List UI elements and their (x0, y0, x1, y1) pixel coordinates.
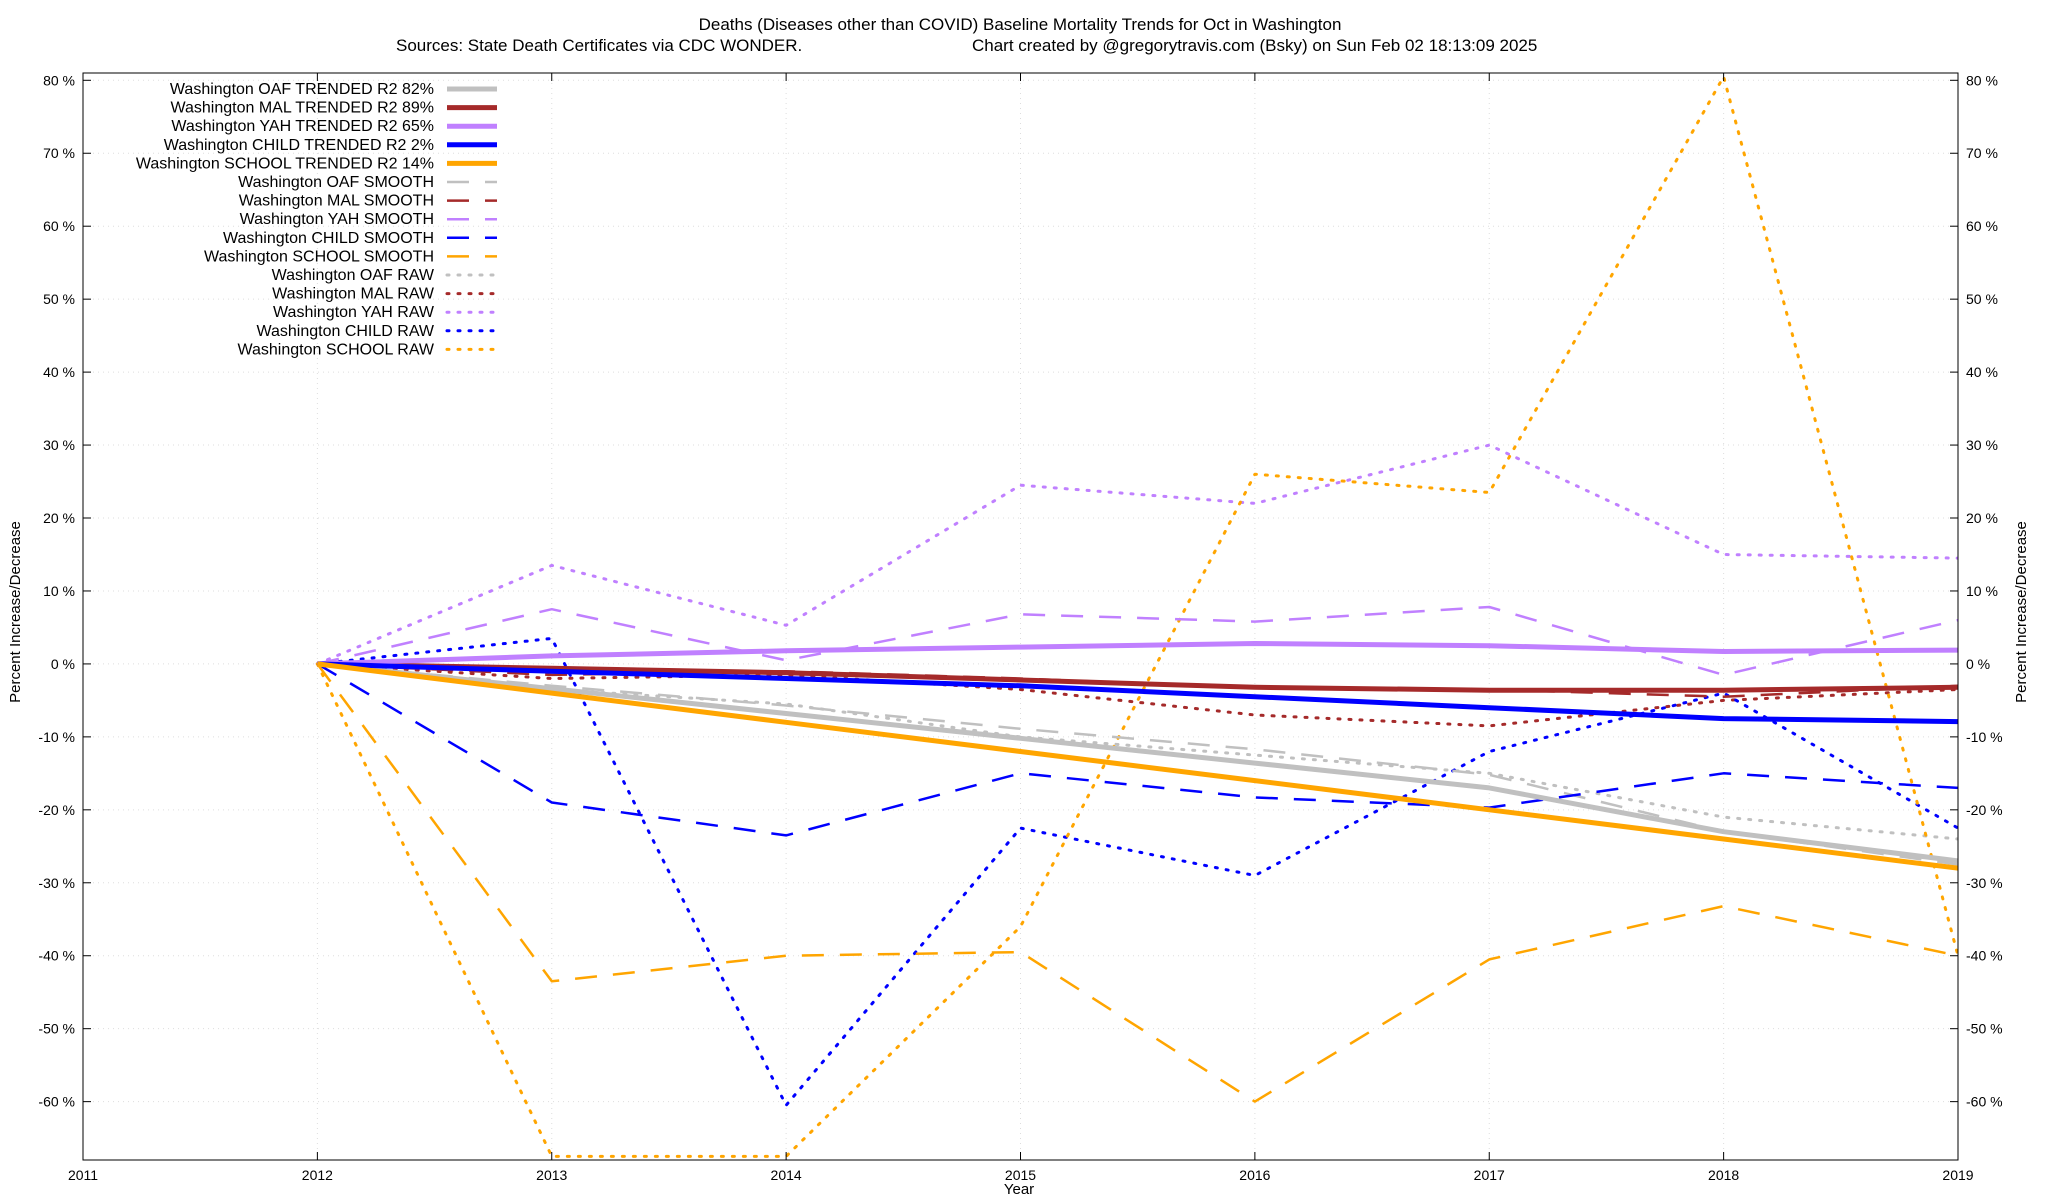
x-tick-label: 2018 (1708, 1167, 1739, 1183)
x-tick-label: 2017 (1474, 1167, 1505, 1183)
series-line-11 (315, 662, 1958, 728)
series-line-7 (317, 605, 1958, 677)
legend-label: Washington CHILD SMOOTH (223, 230, 434, 247)
series-line-3 (317, 661, 1958, 725)
y-tick-label-right: 50 % (1966, 291, 1998, 307)
legend-label: Washington SCHOOL RAW (238, 341, 435, 358)
legend-label: Washington YAH TRENDED R2 65% (171, 118, 434, 135)
chart-title: Deaths (Diseases other than COVID) Basel… (699, 15, 1342, 34)
series-line-4 (317, 661, 1958, 871)
legend-label: Washington OAF RAW (272, 267, 435, 284)
legend-label: Washington OAF TRENDED R2 82% (170, 81, 434, 98)
y-tick-label-right: -40 % (1966, 948, 2003, 964)
x-tick-label: 2019 (1942, 1167, 1973, 1183)
y-tick-label-right: 70 % (1966, 145, 1998, 161)
y-tick-label-left: -40 % (38, 948, 75, 964)
chart-subtitle-sources: Sources: State Death Certificates via CD… (396, 36, 802, 55)
y-tick-label-left: 0 % (51, 656, 75, 672)
legend-label: Washington CHILD TRENDED R2 2% (164, 137, 434, 154)
legend: Washington OAF TRENDED R2 82% Washington … (136, 81, 499, 358)
y-tick-label-right: 80 % (1966, 72, 1998, 88)
y-tick-label-left: 50 % (43, 291, 75, 307)
x-tick-label: 2015 (1005, 1167, 1036, 1183)
y-tick-label-left: 70 % (43, 145, 75, 161)
y-axis-title-right: Percent Increase/Decrease (2013, 521, 2030, 703)
series-line-14 (315, 75, 1958, 1158)
y-axis-title-left: Percent Increase/Decrease (7, 521, 24, 703)
legend-label: Washington OAF SMOOTH (238, 174, 434, 191)
legend-label: Washington YAH SMOOTH (240, 211, 434, 228)
y-tick-label-left: 10 % (43, 583, 75, 599)
y-tick-label-right: 40 % (1966, 364, 1998, 380)
x-tick-label: 2016 (1239, 1167, 1270, 1183)
series-line-13 (315, 636, 1958, 1107)
series-layer (315, 75, 1958, 1158)
y-tick-label-left: 40 % (43, 364, 75, 380)
x-tick-label: 2011 (68, 1167, 98, 1183)
series-line-8 (316, 662, 1958, 837)
legend-label: Washington SCHOOL SMOOTH (204, 248, 434, 265)
tick-layer: 2011 2012 2013 2014 2015 2016 2017 2018 2019 80 %… (38, 72, 2002, 1183)
y-tick-label-left: -10 % (38, 729, 75, 745)
legend-label: Washington MAL TRENDED R2 89% (170, 100, 434, 117)
series-line-2 (317, 641, 1958, 667)
legend-label: Washington SCHOOL TRENDED R2 14% (136, 155, 434, 172)
x-axis-title: Year (1004, 1181, 1034, 1198)
x-tick-label: 2012 (302, 1167, 333, 1183)
y-tick-label-right: 10 % (1966, 583, 1998, 599)
y-tick-label-right: 30 % (1966, 437, 1998, 453)
y-tick-label-left: -50 % (38, 1021, 75, 1037)
y-tick-label-right: -50 % (1966, 1021, 2003, 1037)
legend-label: Washington MAL SMOOTH (239, 193, 434, 210)
y-tick-label-right: 0 % (1966, 656, 1990, 672)
chart-subtitle-credit: Chart created by @gregorytravis.com (Bsk… (972, 36, 1537, 55)
y-tick-label-left: 60 % (43, 218, 75, 234)
y-tick-label-left: -20 % (38, 802, 75, 818)
y-tick-label-left: -60 % (38, 1094, 75, 1110)
y-tick-label-right: -30 % (1966, 875, 2003, 891)
y-tick-label-right: 60 % (1966, 218, 1998, 234)
y-tick-label-left: -30 % (38, 875, 75, 891)
y-tick-label-left: 30 % (43, 437, 75, 453)
y-tick-label-left: 80 % (43, 72, 75, 88)
y-tick-label-right: -20 % (1966, 802, 2003, 818)
y-tick-label-right: -10 % (1966, 729, 2003, 745)
series-line-1 (317, 661, 1958, 693)
legend-label: Washington CHILD RAW (256, 323, 434, 340)
y-tick-label-right: 20 % (1966, 510, 1998, 526)
y-tick-label-left: 20 % (43, 510, 75, 526)
x-tick-label: 2013 (536, 1167, 567, 1183)
legend-label: Washington MAL RAW (272, 286, 435, 303)
y-tick-label-right: -60 % (1966, 1094, 2003, 1110)
series-line-0 (317, 661, 1958, 864)
series-line-9 (316, 663, 1958, 1103)
legend-label: Washington YAH RAW (273, 304, 435, 321)
x-tick-label: 2014 (771, 1167, 802, 1183)
